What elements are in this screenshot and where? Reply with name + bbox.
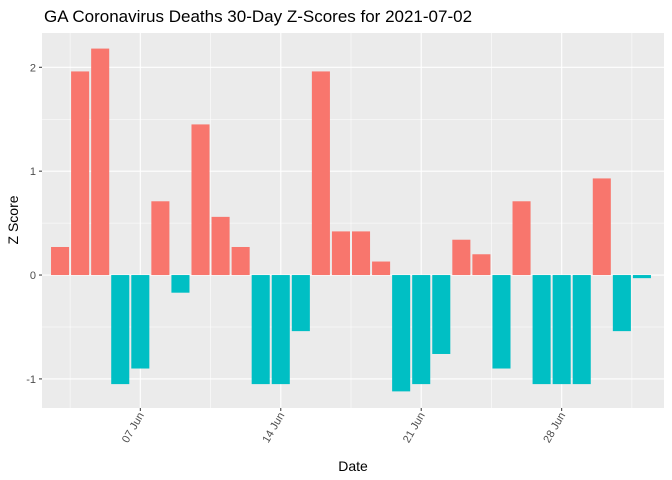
x-tick-label: 14 Jun — [260, 411, 287, 446]
bar — [552, 275, 571, 385]
y-tick-label: -1 — [26, 374, 36, 386]
x-tick-label: 21 Jun — [401, 411, 428, 446]
y-tick-label: 1 — [30, 166, 36, 178]
bar — [51, 246, 70, 276]
bar — [191, 124, 210, 276]
bar — [372, 261, 391, 276]
x-tick-label: 28 Jun — [541, 411, 568, 446]
bar — [512, 201, 531, 276]
bar — [211, 216, 230, 276]
y-tick-label: 2 — [30, 62, 36, 74]
y-tick-label: 0 — [30, 270, 36, 282]
bar — [612, 275, 631, 332]
bar — [492, 275, 511, 369]
chart-title: GA Coronavirus Deaths 30-Day Z-Scores fo… — [44, 7, 472, 26]
bar — [111, 275, 130, 385]
bar — [632, 275, 651, 279]
bar — [311, 71, 330, 276]
bar — [251, 275, 270, 385]
bar — [412, 275, 431, 385]
bar — [351, 231, 371, 276]
bar — [592, 178, 611, 276]
bar — [171, 275, 190, 293]
bar — [291, 275, 310, 332]
x-axis: 07 Jun 14 Jun 21 Jun 28 Jun — [120, 408, 568, 445]
x-axis-title: Date — [338, 458, 368, 474]
bar — [472, 254, 491, 276]
y-axis-title: Z Score — [5, 195, 21, 244]
bar — [71, 71, 90, 276]
bar — [331, 231, 350, 276]
bar — [271, 275, 290, 385]
bar — [91, 48, 110, 276]
bar — [392, 275, 411, 392]
x-tick-label: 07 Jun — [120, 411, 147, 446]
bar — [131, 275, 150, 369]
bar — [452, 239, 471, 276]
bars — [51, 48, 651, 392]
y-axis: -1 0 1 2 — [26, 62, 42, 386]
bar — [432, 275, 451, 354]
bar — [532, 275, 551, 385]
bar — [151, 201, 170, 276]
bar — [231, 246, 250, 276]
bar — [572, 275, 591, 385]
